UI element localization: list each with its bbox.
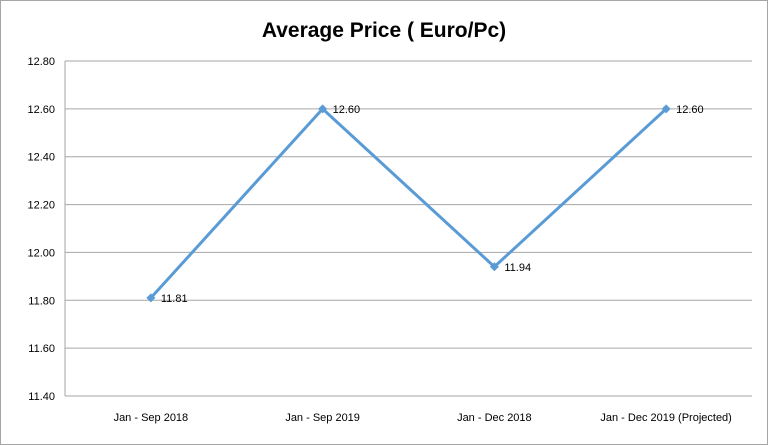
data-point-marker — [318, 104, 328, 114]
y-tick-label: 12.20 — [27, 200, 55, 212]
data-point-marker — [489, 262, 499, 272]
y-tick-label: 12.60 — [27, 104, 55, 116]
data-point-marker — [146, 293, 156, 303]
data-label: 12.60 — [676, 104, 704, 116]
x-category-label: Jan - Sep 2018 — [114, 412, 189, 424]
series-line — [149, 107, 668, 299]
data-label: 11.81 — [161, 293, 188, 305]
x-category-label: Jan - Sep 2019 — [285, 412, 360, 424]
data-label: 11.94 — [504, 262, 531, 274]
gridlines — [64, 60, 752, 397]
x-category-label: Jan - Dec 2018 — [457, 412, 532, 424]
data-label: 12.60 — [333, 104, 361, 116]
y-tick-label: 12.00 — [27, 247, 55, 259]
x-axis-categories: Jan - Sep 2018 Jan - Sep 2019 Jan - Dec 20… — [114, 412, 732, 424]
series-layer — [146, 104, 671, 303]
data-point-marker — [661, 104, 671, 114]
y-tick-label: 12.40 — [27, 152, 55, 164]
y-tick-label: 11.40 — [28, 391, 55, 403]
x-category-label: Jan - Dec 2019 (Projected) — [600, 412, 731, 424]
chart-title: Average Price ( Euro/Pc) — [262, 19, 506, 42]
y-tick-label: 11.60 — [28, 343, 55, 355]
y-tick-label: 12.80 — [27, 56, 55, 68]
y-axis-ticks: 11.40 11.60 11.80 12.00 12.20 12.40 12.60 12.80 — [27, 56, 55, 403]
data-labels: 11.81 12.60 11.94 12.60 — [161, 104, 704, 305]
y-tick-label: 11.80 — [28, 295, 55, 307]
